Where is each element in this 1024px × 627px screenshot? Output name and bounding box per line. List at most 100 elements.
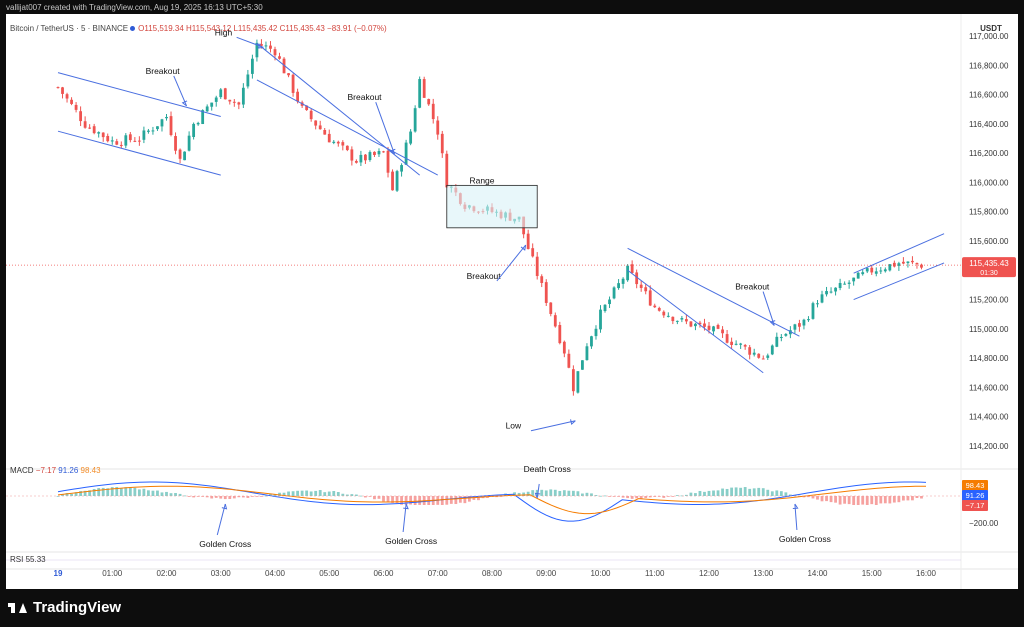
candle-body: [689, 321, 693, 327]
macd-value-hist: −7.17: [35, 466, 57, 475]
symbol-name[interactable]: Bitcoin / TetherUS · 5 · BINANCE: [10, 24, 129, 33]
macd-histogram-bar: [666, 496, 670, 497]
macd-histogram-bar: [549, 489, 553, 496]
candle-body: [680, 318, 684, 320]
macd-histogram-bar: [770, 491, 774, 496]
rsi-value: 55.33: [25, 555, 46, 564]
trend-channel-line: [57, 130, 221, 176]
time-tick-label: 11:00: [645, 569, 665, 578]
macd-histogram-bar: [336, 492, 340, 496]
candle-body: [137, 140, 141, 142]
macd-histogram-bar: [305, 490, 309, 496]
macd-histogram-bar: [883, 496, 887, 504]
macd-histogram-bar: [219, 496, 223, 499]
macd-label[interactable]: MACD: [10, 466, 34, 475]
macd-histogram-bar: [83, 490, 87, 496]
macd-histogram-bar: [594, 495, 598, 496]
macd-histogram-bar: [911, 496, 914, 501]
time-tick-label: 15:00: [862, 569, 883, 578]
macd-histogram-bar: [707, 490, 711, 496]
candle-body: [210, 102, 214, 107]
candle-body: [205, 106, 209, 112]
signal-line: [57, 485, 927, 515]
time-tick-label: 16:00: [916, 569, 937, 578]
macd-histogram-bar: [214, 496, 218, 498]
candle-body: [409, 131, 413, 144]
macd-histogram-bar: [160, 492, 164, 496]
candle-body: [526, 233, 530, 250]
macd-histogram-bar: [739, 487, 743, 496]
candle-body: [856, 272, 860, 279]
candle-body: [793, 324, 797, 330]
macd-histogram-bar: [531, 490, 535, 496]
candle-body: [201, 110, 205, 125]
candle-body: [635, 272, 639, 285]
time-tick-label: 19: [54, 569, 63, 578]
candle-body: [250, 58, 254, 74]
time-tick-label: 14:00: [807, 569, 828, 578]
chart-annotation-label: Breakout: [735, 282, 770, 292]
candle-body: [843, 283, 847, 285]
candle-body: [657, 307, 661, 311]
candle-body: [418, 79, 422, 108]
candle-body: [734, 343, 738, 345]
macd-histogram-bar: [110, 487, 114, 496]
macd-histogram-bar: [477, 496, 480, 501]
price-tick-label: 116,000.00: [969, 178, 1009, 187]
trend-channel-line: [853, 233, 945, 274]
chart-panel[interactable]: Bitcoin / TetherUS · 5 · BINANCE O115,519…: [6, 14, 1018, 589]
time-tick-label: 06:00: [373, 569, 394, 578]
candle-body: [865, 268, 869, 272]
candle-body: [309, 110, 313, 120]
macd-annotation-label: Golden Cross: [199, 539, 251, 549]
macd-legend: MACD −7.17 91.26 98.43: [10, 466, 101, 475]
candle-body: [336, 141, 340, 144]
candle-body: [775, 336, 779, 347]
macd-histogram-bar: [74, 492, 78, 496]
macd-histogram-bar: [241, 496, 245, 498]
last-price-label: 115,435.43: [969, 259, 1009, 268]
candle-body: [540, 276, 544, 283]
candle-body: [639, 284, 643, 288]
countdown-label: 01:30: [980, 270, 998, 277]
price-tick-label: 115,800.00: [969, 208, 1009, 217]
macd-histogram-bar: [725, 488, 729, 496]
macd-histogram-bar: [820, 496, 824, 502]
time-tick-label: 10:00: [590, 569, 611, 578]
candle-body: [377, 151, 381, 155]
macd-histogram-bar: [418, 496, 422, 505]
macd-histogram-bar: [517, 492, 521, 496]
macd-histogram-bar: [581, 493, 584, 496]
price-tick-label: 115,000.00: [969, 325, 1009, 334]
macd-histogram-bar: [861, 496, 865, 505]
last-price-tag: [962, 257, 1016, 278]
macd-histogram-bar: [675, 495, 679, 496]
annotation-arrowhead: [257, 43, 264, 49]
macd-histogram-bar: [391, 496, 394, 503]
candle-body: [644, 287, 648, 292]
macd-histogram-bar: [147, 490, 150, 496]
candle-body: [630, 264, 634, 274]
macd-histogram-bar: [395, 496, 399, 504]
time-tick-label: 04:00: [265, 569, 286, 578]
macd-histogram-bar: [128, 487, 132, 496]
rsi-label[interactable]: RSI: [10, 555, 24, 564]
macd-histogram-bar: [232, 496, 236, 499]
candle-body: [571, 369, 575, 392]
macd-histogram-bar: [323, 492, 327, 496]
macd-histogram-bar: [657, 496, 661, 497]
annotation-arrowhead: [520, 244, 527, 251]
macd-histogram-bar: [70, 493, 73, 496]
macd-annotation-label: Death Cross: [524, 464, 571, 474]
candle-body: [549, 302, 553, 314]
chart-annotation-label: Low: [506, 421, 522, 431]
macd-histogram-bar: [779, 491, 783, 496]
candle-body: [70, 99, 73, 104]
macd-histogram-bar: [463, 496, 467, 504]
macd-histogram-bar: [445, 496, 449, 505]
macd-histogram-bar: [255, 496, 259, 497]
candle-body: [151, 130, 155, 132]
macd-histogram-bar: [373, 496, 376, 500]
candle-body: [743, 345, 747, 347]
